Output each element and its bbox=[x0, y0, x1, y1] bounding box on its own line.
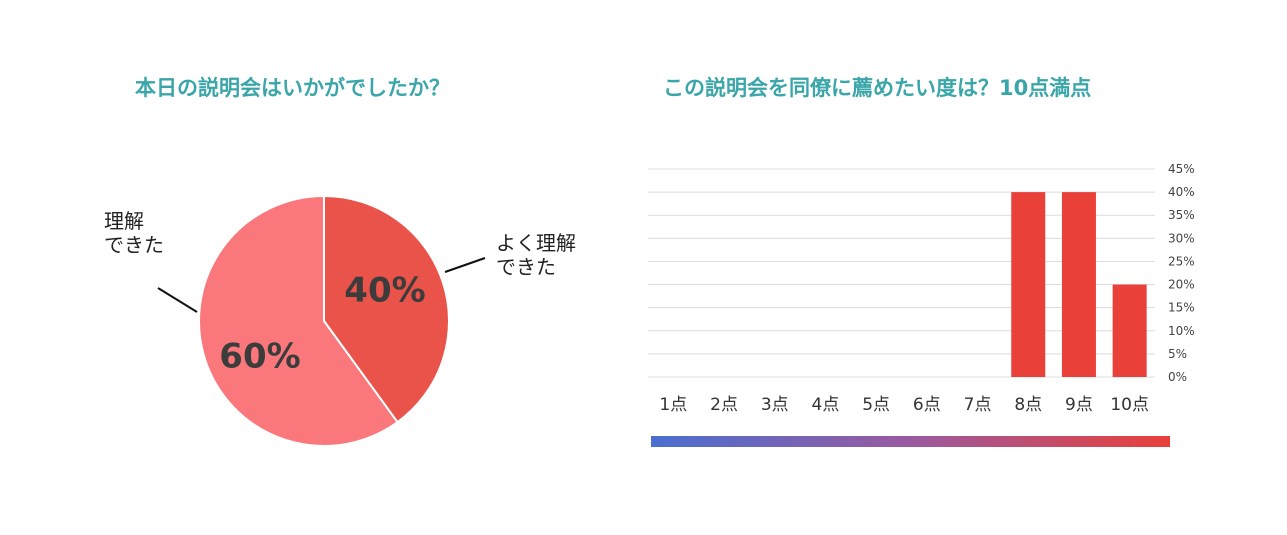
bar-chart-title: この説明会を同僚に薦めたい度は？10点満点 bbox=[663, 76, 1092, 100]
x-category-label: 1点 bbox=[659, 395, 687, 415]
y-tick-label: 40% bbox=[1168, 185, 1195, 199]
x-category-label: 2点 bbox=[710, 395, 738, 415]
score-gradient-bar bbox=[651, 436, 1170, 447]
leader-line bbox=[157, 287, 198, 313]
y-tick-label: 35% bbox=[1168, 208, 1195, 222]
y-tick-label: 15% bbox=[1168, 301, 1195, 315]
pie-slice-percent: 40% bbox=[344, 271, 425, 311]
y-tick-label: 0% bbox=[1168, 370, 1187, 384]
bar bbox=[1061, 192, 1096, 377]
x-category-label: 7点 bbox=[964, 395, 992, 415]
pie-slice-label: よく理解 bbox=[496, 231, 576, 255]
x-category-label: 6点 bbox=[913, 395, 941, 415]
pie-slice-percent: 60% bbox=[219, 337, 300, 377]
pie-slice bbox=[198, 194, 399, 447]
y-tick-label: 30% bbox=[1168, 231, 1195, 245]
pie-slice-label: 理解 bbox=[104, 209, 144, 233]
bar bbox=[1011, 192, 1046, 377]
bar bbox=[1112, 284, 1147, 377]
y-tick-label: 20% bbox=[1168, 278, 1195, 292]
pie-slice bbox=[323, 194, 450, 424]
y-tick-label: 5% bbox=[1168, 347, 1187, 361]
pie-slice-label: できた bbox=[104, 233, 164, 257]
y-tick-label: 45% bbox=[1168, 162, 1195, 176]
x-category-label: 9点 bbox=[1065, 395, 1093, 415]
x-category-label: 5点 bbox=[862, 395, 890, 415]
pie-slice-label: できた bbox=[496, 255, 556, 279]
y-tick-label: 25% bbox=[1168, 254, 1195, 268]
leader-line bbox=[444, 257, 486, 273]
x-category-label: 8点 bbox=[1014, 395, 1042, 415]
pie-chart-title: 本日の説明会はいかがでしたか？ bbox=[135, 76, 450, 100]
x-category-label: 10点 bbox=[1110, 395, 1149, 415]
x-category-label: 4点 bbox=[812, 395, 840, 415]
y-tick-label: 10% bbox=[1168, 324, 1195, 338]
x-category-label: 3点 bbox=[761, 395, 789, 415]
